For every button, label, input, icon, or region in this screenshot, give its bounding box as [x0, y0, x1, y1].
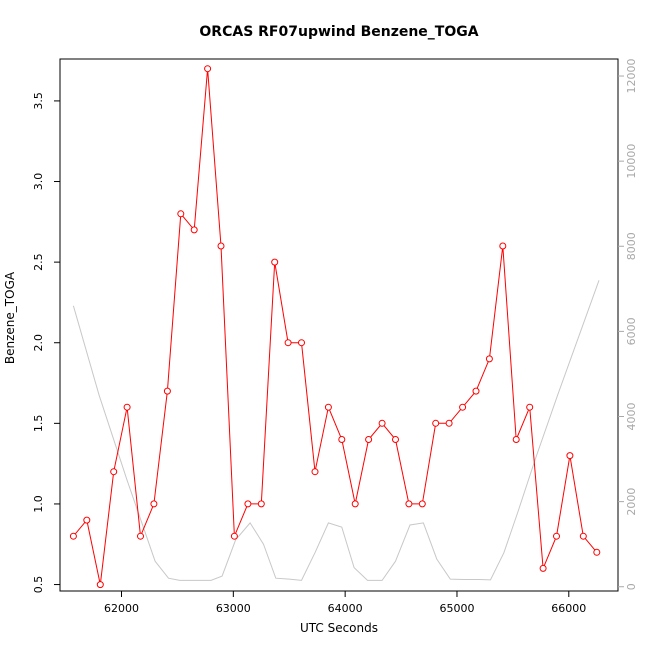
benzene-point	[566, 452, 574, 460]
y-tick-label: 1.5	[32, 415, 45, 433]
benzene-point	[526, 403, 534, 411]
benzene-point	[110, 468, 118, 476]
y2-tick-label: 6000	[625, 317, 638, 345]
x-axis-label: UTC Seconds	[300, 621, 378, 635]
x-tick-label: 65000	[439, 602, 474, 615]
benzene-point	[177, 210, 185, 218]
benzene-point	[123, 403, 131, 411]
y-tick-label: 0.5	[32, 576, 45, 594]
benzene-point	[324, 403, 332, 411]
y2-tick-label: 0	[625, 583, 638, 590]
benzene-point	[472, 387, 480, 395]
benzene-point	[512, 436, 520, 443]
y2-tick-label: 8000	[625, 232, 638, 260]
series-layer	[69, 65, 601, 589]
y-tick-label: 2.5	[32, 253, 45, 271]
plot-frame	[59, 58, 619, 592]
benzene-point	[83, 516, 91, 524]
benzene-point	[445, 419, 453, 427]
y-axis: 0.5 1.0 1.5 2.0 2.5 3.0 3.5	[32, 92, 60, 593]
benzene-point	[69, 532, 77, 540]
y2-tick-label: 2000	[625, 488, 638, 516]
benzene-point	[338, 436, 346, 443]
y-axis-label: Benzene_TOGA	[3, 271, 17, 364]
benzene-point	[539, 564, 547, 572]
secondary-series-line	[72, 280, 600, 581]
y-tick-label: 3.5	[32, 92, 45, 110]
benzene-point	[298, 339, 305, 347]
benzene-point	[271, 258, 279, 266]
benzene-point	[230, 532, 238, 540]
x-tick-label: 66000	[551, 602, 586, 615]
benzene-point	[190, 226, 198, 234]
y2-axis: 0 2000 4000 6000 8000 10000 12000	[618, 59, 638, 590]
y2-tick-label: 10000	[625, 144, 638, 179]
benzene-point	[378, 419, 386, 427]
benzene-point	[432, 419, 440, 427]
x-tick-label: 64000	[328, 602, 363, 615]
benzene-point	[244, 500, 252, 508]
y-tick-label: 2.0	[32, 334, 45, 352]
benzene-point	[392, 436, 399, 443]
benzene-point	[593, 548, 601, 556]
benzene-point	[485, 355, 493, 363]
benzene-point	[499, 242, 507, 250]
benzene-point	[553, 532, 560, 540]
benzene-point	[204, 65, 212, 73]
benzene-point	[257, 500, 265, 508]
x-axis: 62000 63000 64000 65000 66000	[104, 591, 586, 615]
benzene-series-line	[73, 68, 598, 585]
y2-tick-label: 4000	[625, 403, 638, 431]
benzene-point	[365, 436, 373, 443]
benzene-point	[351, 500, 359, 508]
benzene-point	[217, 242, 225, 250]
x-tick-label: 63000	[216, 602, 251, 615]
benzene-point	[459, 403, 467, 411]
benzene-point	[311, 468, 319, 476]
benzene-point	[418, 500, 426, 508]
x-tick-label: 62000	[104, 602, 139, 615]
benzene-point	[579, 532, 587, 540]
y2-tick-label: 12000	[625, 59, 638, 94]
y-tick-label: 3.0	[32, 173, 45, 191]
benzene-point	[137, 532, 144, 540]
benzene-point	[163, 387, 171, 395]
y-tick-label: 1.0	[32, 495, 45, 512]
benzene-point	[150, 500, 158, 508]
benzene-point	[284, 339, 292, 347]
chart-title: ORCAS RF07upwind Benzene_TOGA	[199, 24, 478, 40]
benzene-point	[405, 500, 413, 508]
benzene-point	[96, 581, 104, 589]
